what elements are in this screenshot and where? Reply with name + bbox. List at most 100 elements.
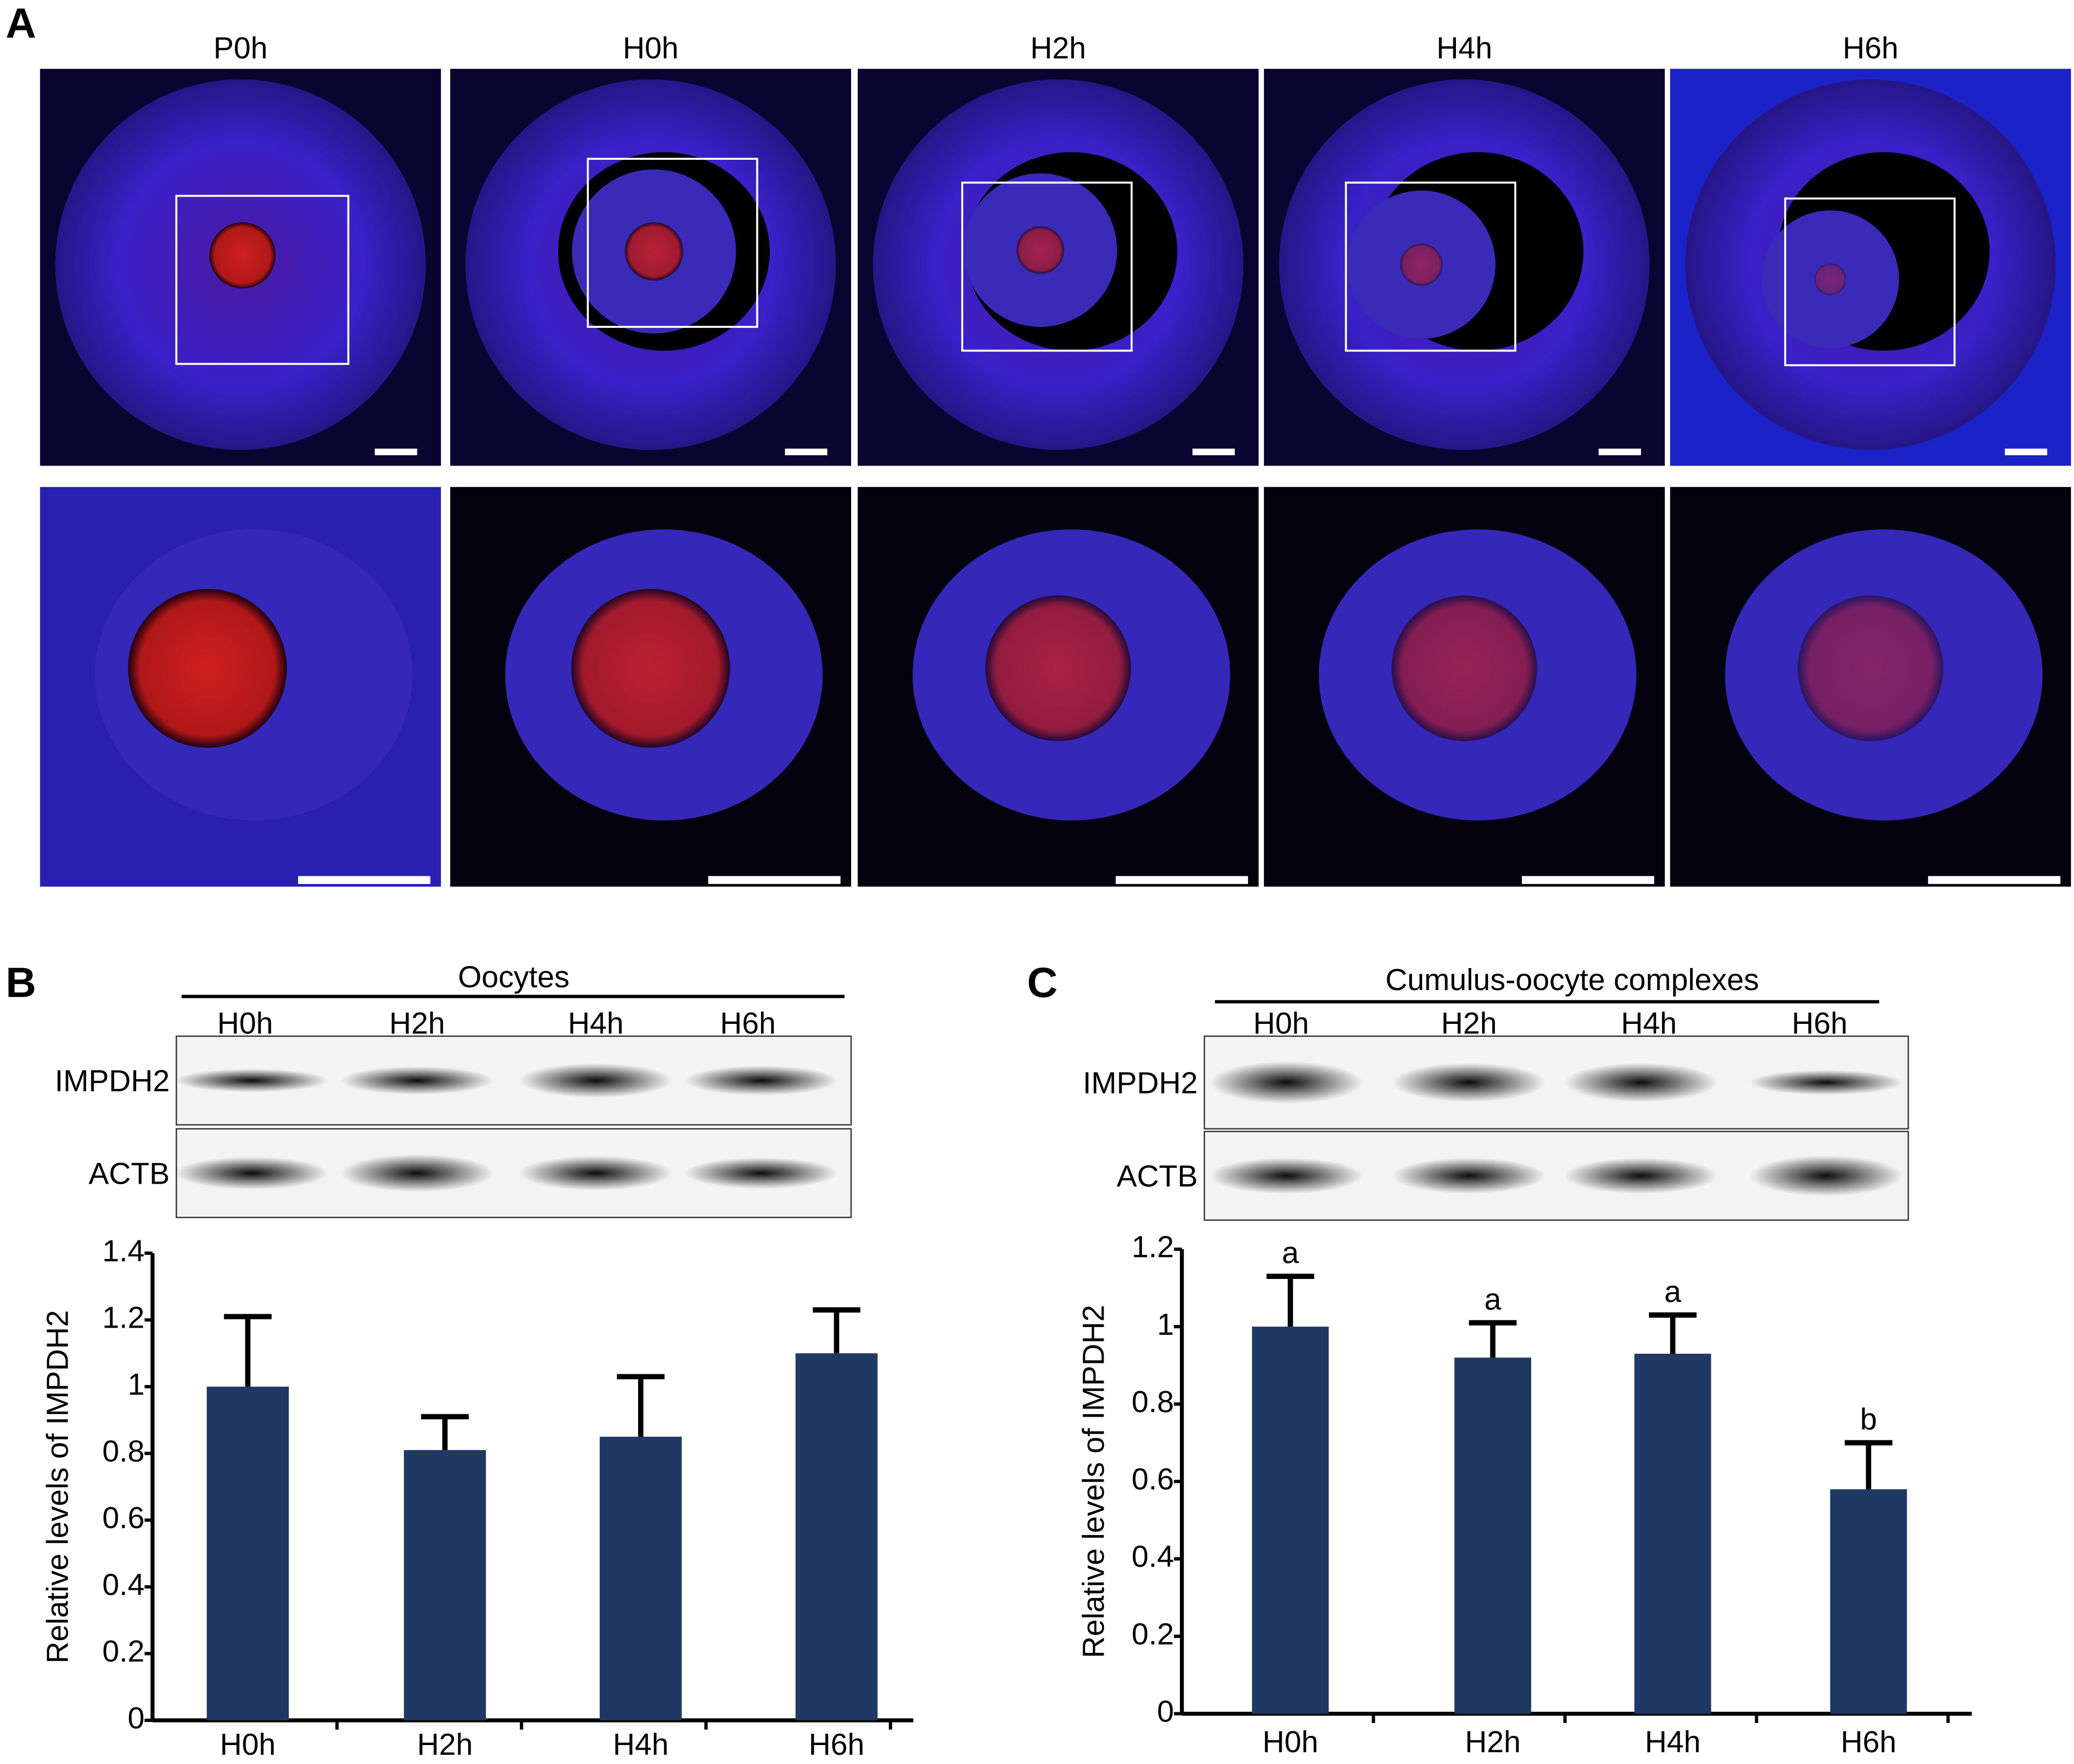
lane-label: H0h bbox=[1253, 1006, 1309, 1040]
bar bbox=[1252, 1327, 1329, 1714]
inset-box bbox=[1345, 181, 1516, 352]
oocyte bbox=[1400, 243, 1443, 286]
inset-box bbox=[175, 195, 350, 365]
y-tick-label: 0 bbox=[128, 1700, 144, 1735]
band bbox=[1564, 1063, 1718, 1102]
band bbox=[340, 1154, 494, 1192]
y-axis-title: Relative levels of IMPDH2 bbox=[40, 1310, 75, 1664]
band bbox=[1392, 1063, 1546, 1102]
x-tick-label: H0h bbox=[1262, 1725, 1318, 1759]
x-tick-label: H2h bbox=[417, 1727, 473, 1761]
y-tick-label: 1.4 bbox=[102, 1233, 145, 1268]
band bbox=[519, 1156, 673, 1190]
error-bar bbox=[224, 1314, 272, 1387]
oocyte bbox=[209, 222, 276, 289]
significance-letter: b bbox=[1860, 1402, 1877, 1436]
error-bar bbox=[1845, 1440, 1893, 1489]
error-bar bbox=[617, 1374, 665, 1437]
bar bbox=[600, 1437, 682, 1720]
error-bar bbox=[813, 1307, 861, 1354]
panel-label: B bbox=[6, 959, 36, 1006]
x-tick-label: H0h bbox=[220, 1727, 276, 1761]
lane-label: H2h bbox=[1441, 1006, 1497, 1040]
row-label: IMPDH2 bbox=[55, 1063, 170, 1098]
lane-label: H4h bbox=[1621, 1006, 1677, 1040]
blot-title: Cumulus-oocyte complexes bbox=[1385, 962, 1759, 997]
lane-label: H6h bbox=[720, 1006, 776, 1040]
bar bbox=[404, 1450, 486, 1720]
micrograph-label: H6h bbox=[1843, 31, 1898, 65]
oocyte bbox=[985, 595, 1131, 741]
lane-label: H6h bbox=[1792, 1006, 1848, 1040]
panel-label: A bbox=[6, 0, 36, 47]
scale-bar bbox=[785, 448, 828, 455]
x-tick-label: H6h bbox=[1840, 1725, 1896, 1759]
scale-bar bbox=[1598, 448, 1641, 455]
y-tick-label: 1.2 bbox=[102, 1300, 145, 1335]
y-tick-label: 0.2 bbox=[1132, 1616, 1174, 1651]
oocyte bbox=[571, 589, 730, 748]
micrograph-label: H2h bbox=[1030, 31, 1086, 65]
lane-label: H4h bbox=[568, 1006, 624, 1040]
row-label: ACTB bbox=[1116, 1159, 1197, 1193]
lane-label: H0h bbox=[217, 1006, 273, 1040]
y-tick-label: 1 bbox=[1157, 1307, 1174, 1341]
y-tick-label: 0.6 bbox=[102, 1501, 145, 1535]
band bbox=[1210, 1061, 1363, 1104]
scale-bar bbox=[1928, 876, 2061, 884]
scale-bar bbox=[1192, 448, 1235, 455]
x-tick-label: H4h bbox=[613, 1727, 669, 1761]
bar bbox=[206, 1387, 289, 1720]
band bbox=[1749, 1070, 1903, 1095]
oocyte bbox=[1391, 595, 1537, 741]
oocyte bbox=[1814, 263, 1846, 296]
band bbox=[175, 1157, 329, 1190]
oocyte bbox=[625, 222, 683, 281]
band bbox=[684, 1065, 838, 1096]
oocyte bbox=[1797, 595, 1943, 741]
band bbox=[175, 1068, 329, 1093]
band bbox=[1392, 1158, 1546, 1194]
band bbox=[1749, 1155, 1903, 1196]
y-tick-label: 0.8 bbox=[102, 1434, 145, 1468]
bar bbox=[1830, 1489, 1907, 1714]
bar bbox=[1634, 1354, 1711, 1714]
row-label: ACTB bbox=[89, 1156, 170, 1190]
scale-bar bbox=[1115, 876, 1248, 884]
blot-title: Oocytes bbox=[458, 960, 569, 994]
x-tick-label: H2h bbox=[1465, 1725, 1521, 1759]
error-bar bbox=[421, 1414, 469, 1451]
y-tick-label: 0 bbox=[1157, 1694, 1174, 1729]
panel-label: C bbox=[1027, 959, 1058, 1006]
error-bar bbox=[1266, 1273, 1315, 1327]
significance-letter: a bbox=[1282, 1235, 1299, 1270]
x-tick-label: H4h bbox=[1645, 1725, 1701, 1759]
scale-bar bbox=[708, 876, 841, 884]
micrograph-label: P0h bbox=[214, 31, 268, 65]
inset-box bbox=[961, 181, 1133, 352]
row-label: IMPDH2 bbox=[1083, 1065, 1197, 1100]
y-tick-label: 0.4 bbox=[102, 1567, 145, 1602]
inset-box bbox=[1784, 197, 1956, 367]
band bbox=[519, 1063, 673, 1098]
significance-letter: a bbox=[1664, 1274, 1682, 1309]
inset-box bbox=[586, 158, 758, 328]
y-tick-label: 1.2 bbox=[1132, 1230, 1174, 1264]
error-bar bbox=[1648, 1312, 1697, 1354]
scale-bar bbox=[2004, 448, 2047, 455]
oocyte bbox=[1016, 226, 1064, 274]
band bbox=[340, 1066, 494, 1095]
micrograph-label: H4h bbox=[1436, 31, 1492, 65]
y-tick-label: 1 bbox=[128, 1367, 144, 1401]
bar bbox=[1454, 1357, 1531, 1714]
x-tick-label: H6h bbox=[809, 1727, 864, 1761]
band bbox=[684, 1157, 838, 1189]
scale-bar bbox=[298, 876, 431, 884]
scale-bar bbox=[374, 448, 417, 455]
micrograph-label: H0h bbox=[623, 31, 679, 65]
y-tick-label: 0.8 bbox=[1132, 1384, 1174, 1419]
y-axis-title: Relative levels of IMPDH2 bbox=[1076, 1305, 1111, 1658]
y-tick-label: 0.2 bbox=[102, 1634, 145, 1668]
lane-label: H2h bbox=[389, 1006, 445, 1040]
